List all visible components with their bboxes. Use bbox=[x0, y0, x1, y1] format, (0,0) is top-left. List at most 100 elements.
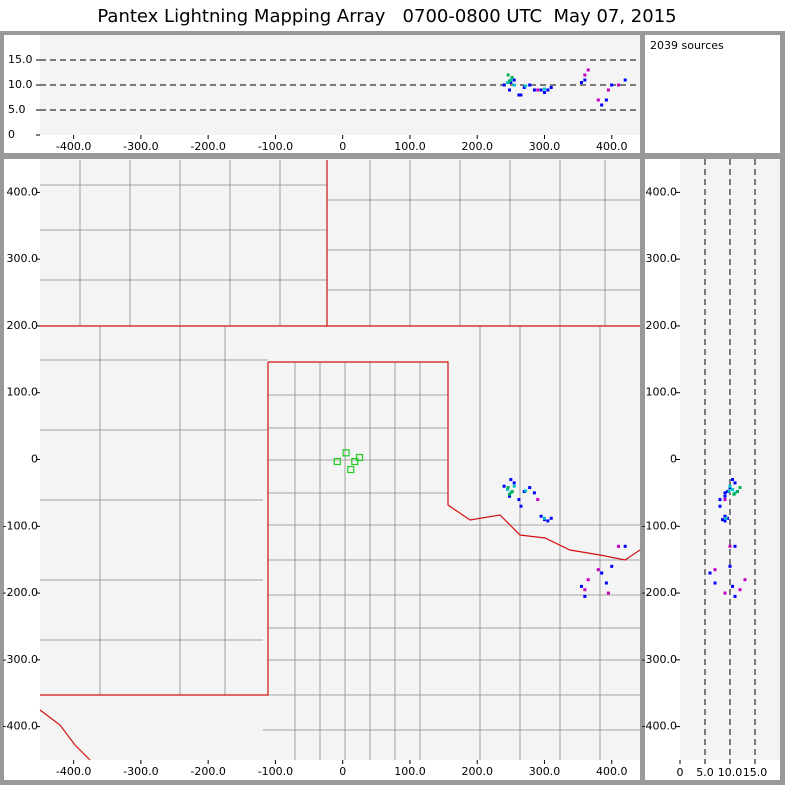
source-point bbox=[723, 498, 727, 502]
source-point bbox=[623, 78, 627, 82]
x-tick-label: -100.0 bbox=[258, 765, 293, 778]
source-point bbox=[506, 486, 510, 490]
source-point bbox=[542, 91, 546, 94]
source-point bbox=[505, 488, 509, 492]
state-borders bbox=[39, 160, 641, 761]
station bbox=[347, 465, 355, 474]
source-point bbox=[549, 516, 553, 520]
y-tick-label: 400.0 bbox=[646, 185, 678, 198]
x-tick-label: 100.0 bbox=[394, 140, 426, 153]
source-point bbox=[610, 83, 614, 87]
x-tick-label: 300.0 bbox=[529, 765, 561, 778]
station bbox=[351, 457, 359, 466]
source-point bbox=[505, 81, 509, 84]
source-point bbox=[606, 591, 610, 595]
source-point bbox=[600, 103, 604, 107]
source-point bbox=[743, 578, 747, 582]
source-point bbox=[738, 588, 742, 592]
source-point bbox=[583, 78, 587, 82]
source-point bbox=[731, 488, 734, 492]
source-point bbox=[733, 594, 737, 598]
y-tick-label: 400.0 bbox=[7, 185, 39, 198]
source-point bbox=[510, 76, 514, 79]
source-point bbox=[583, 588, 587, 592]
source-point bbox=[549, 86, 553, 89]
source-point bbox=[600, 571, 604, 575]
source-point bbox=[616, 544, 620, 548]
source-point bbox=[502, 83, 506, 87]
x-tick-label: 300.0 bbox=[529, 140, 561, 153]
source-point bbox=[610, 564, 614, 568]
alt-tick-label: 15.0 bbox=[8, 53, 33, 66]
source-point bbox=[532, 491, 536, 495]
source-point bbox=[736, 490, 739, 494]
source-count: 2039 sources bbox=[650, 39, 724, 52]
x-tick-label: -400.0 bbox=[56, 140, 91, 153]
source-point bbox=[731, 584, 734, 588]
source-point bbox=[519, 93, 523, 97]
x-tick-label: -300.0 bbox=[123, 140, 158, 153]
source-point bbox=[519, 504, 523, 508]
station bbox=[355, 453, 364, 462]
x-tick-label: -100.0 bbox=[258, 140, 293, 153]
source-point bbox=[524, 84, 528, 88]
y-tick-label: 0 bbox=[31, 453, 38, 466]
source-point bbox=[512, 78, 516, 82]
source-point bbox=[524, 489, 528, 493]
source-point bbox=[723, 519, 727, 523]
source-point bbox=[546, 519, 550, 523]
alt-tick-label: 10.0 bbox=[718, 766, 743, 779]
source-point bbox=[532, 88, 536, 92]
source-point bbox=[512, 484, 516, 488]
source-point bbox=[539, 514, 543, 518]
x-tick-label: 100.0 bbox=[394, 765, 426, 778]
y-tick-label: -300.0 bbox=[642, 653, 677, 666]
source-point bbox=[604, 98, 608, 102]
source-point bbox=[502, 484, 506, 488]
source-point bbox=[723, 591, 727, 595]
source-point bbox=[724, 516, 728, 520]
x-tick-label: 400.0 bbox=[596, 765, 628, 778]
source-point bbox=[606, 88, 610, 92]
source-point bbox=[596, 98, 600, 102]
source-point bbox=[732, 492, 736, 496]
x-tick-label: -200.0 bbox=[190, 765, 225, 778]
source-point bbox=[583, 594, 587, 598]
y-tick-label: 300.0 bbox=[7, 252, 39, 265]
source-point bbox=[536, 498, 540, 502]
source-point bbox=[723, 514, 727, 518]
source-point bbox=[728, 544, 732, 548]
source-point bbox=[723, 491, 727, 495]
source-point bbox=[733, 544, 737, 548]
source-point bbox=[721, 518, 724, 522]
source-point bbox=[542, 87, 546, 91]
source-point bbox=[536, 88, 540, 92]
source-point bbox=[718, 504, 722, 508]
alt-tick-label: 5.0 bbox=[696, 766, 714, 779]
y-tick-label: 100.0 bbox=[646, 386, 678, 399]
x-tick-label: -200.0 bbox=[190, 140, 225, 153]
station bbox=[342, 449, 350, 457]
source-point bbox=[718, 498, 722, 502]
source-point bbox=[539, 88, 543, 92]
source-point bbox=[616, 83, 620, 87]
source-point bbox=[708, 571, 712, 575]
source-point bbox=[586, 578, 590, 582]
source-point bbox=[728, 564, 732, 568]
source-point bbox=[738, 486, 742, 490]
y-tick-label: -100.0 bbox=[3, 519, 38, 532]
source-point bbox=[713, 568, 717, 572]
source-point bbox=[508, 79, 512, 83]
source-point bbox=[583, 73, 587, 77]
source-point bbox=[546, 88, 550, 92]
y-tick-label: -200.0 bbox=[642, 586, 677, 599]
y-tick-label: 300.0 bbox=[646, 252, 678, 265]
source-point bbox=[517, 93, 521, 97]
y-tick-label: -300.0 bbox=[3, 653, 38, 666]
station bbox=[333, 457, 341, 466]
source-point bbox=[508, 494, 512, 498]
source-point bbox=[579, 81, 583, 84]
source-point bbox=[723, 494, 727, 498]
source-point bbox=[512, 83, 516, 87]
